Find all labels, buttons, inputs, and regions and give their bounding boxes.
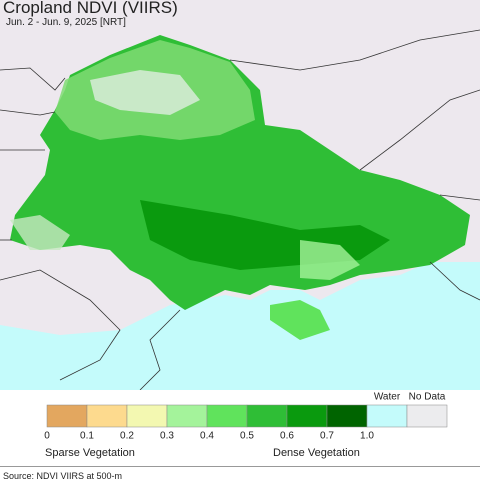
legend-high-label: Dense Vegetation	[273, 447, 360, 459]
south-sparse-area	[300, 240, 360, 280]
legend-tick-label: 0.1	[80, 431, 94, 442]
legend-swatch-label: Water	[374, 392, 401, 403]
borders	[0, 29, 480, 390]
legend-swatch	[326, 404, 368, 428]
legend-swatch	[206, 404, 248, 428]
legend-tick-label: 0.4	[200, 431, 214, 442]
crimea	[270, 300, 330, 340]
legend-tick-label: 0.6	[280, 431, 294, 442]
legend-tick-label: 0.3	[160, 431, 174, 442]
legend-low-label: Sparse Vegetation	[45, 447, 135, 459]
legend-swatch	[246, 404, 288, 428]
map-subtitle: Jun. 2 - Jun. 9, 2025 [NRT]	[6, 17, 126, 28]
legend-swatch	[126, 404, 168, 428]
legend-tick-label: 0.2	[120, 431, 134, 442]
map	[0, 0, 480, 390]
legend-swatch	[166, 404, 208, 428]
separator	[0, 466, 480, 467]
legend-tick-label: 0	[44, 431, 50, 442]
patchy-area	[90, 70, 200, 115]
legend-tick-label: 1.0	[360, 431, 374, 442]
source: Source: NDVI VIIRS at 500-m	[3, 471, 123, 481]
legend-swatch	[286, 404, 328, 428]
legend-swatch-label: No Data	[409, 392, 446, 403]
legend-swatch	[406, 404, 448, 428]
legend-swatch	[46, 404, 88, 428]
legend: Sparse Vegetation Dense Vegetation Water…	[44, 392, 448, 459]
legend-swatch	[366, 404, 408, 428]
sea	[0, 262, 480, 390]
legend-swatch	[86, 404, 128, 428]
map-title: Cropland NDVI (VIIRS)	[3, 0, 178, 17]
legend-tick-label: 0.7	[320, 431, 334, 442]
west-sparse-area	[10, 215, 70, 250]
legend-tick-label: 0.5	[240, 431, 254, 442]
